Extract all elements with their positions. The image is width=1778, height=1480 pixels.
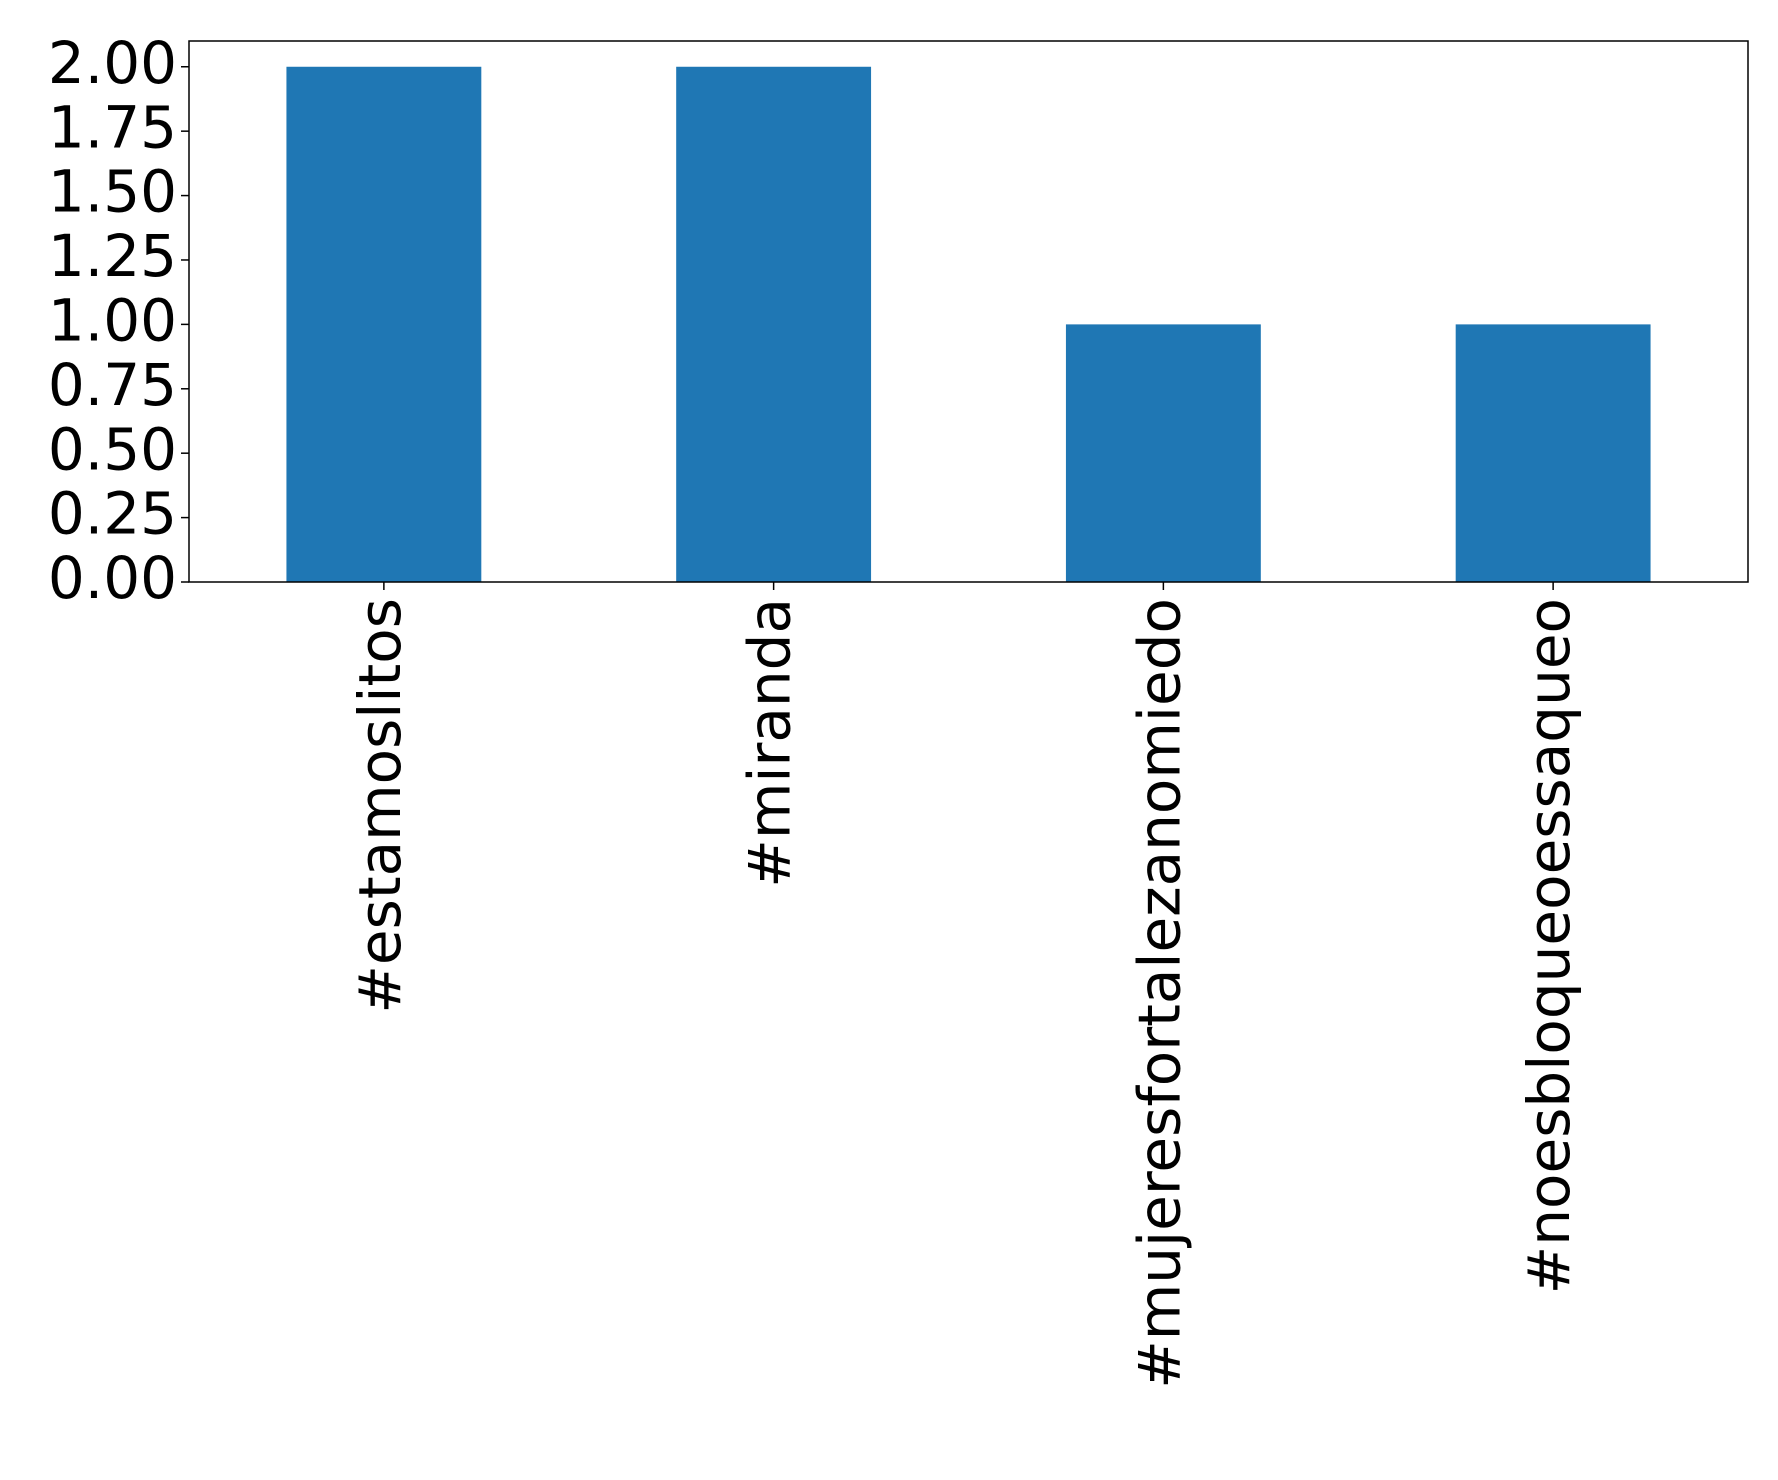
bar xyxy=(676,66,872,582)
x-tick-label: #estamoslitos xyxy=(346,598,414,1014)
plot-frame xyxy=(188,40,1749,583)
bar xyxy=(1455,324,1651,582)
y-tick-label: 1.50 xyxy=(48,158,177,226)
y-tick-label: 2.00 xyxy=(48,29,177,97)
x-tick-label: #mujeresfortalezanomiedo xyxy=(1125,598,1193,1389)
y-tick-label: 1.25 xyxy=(48,222,177,290)
x-tick-label: #miranda xyxy=(736,598,804,888)
y-tick-label: 0.25 xyxy=(48,480,177,548)
y-tick-label: 1.75 xyxy=(48,93,177,161)
x-tick-label: #noesbloqueoessaqueo xyxy=(1515,598,1583,1294)
bar xyxy=(1065,324,1261,582)
y-tick-label: 0.00 xyxy=(48,544,177,612)
y-tick-label: 0.75 xyxy=(48,351,177,419)
y-tick-label: 0.50 xyxy=(48,415,177,483)
y-tick-label: 1.00 xyxy=(48,286,177,354)
bar xyxy=(286,66,482,582)
